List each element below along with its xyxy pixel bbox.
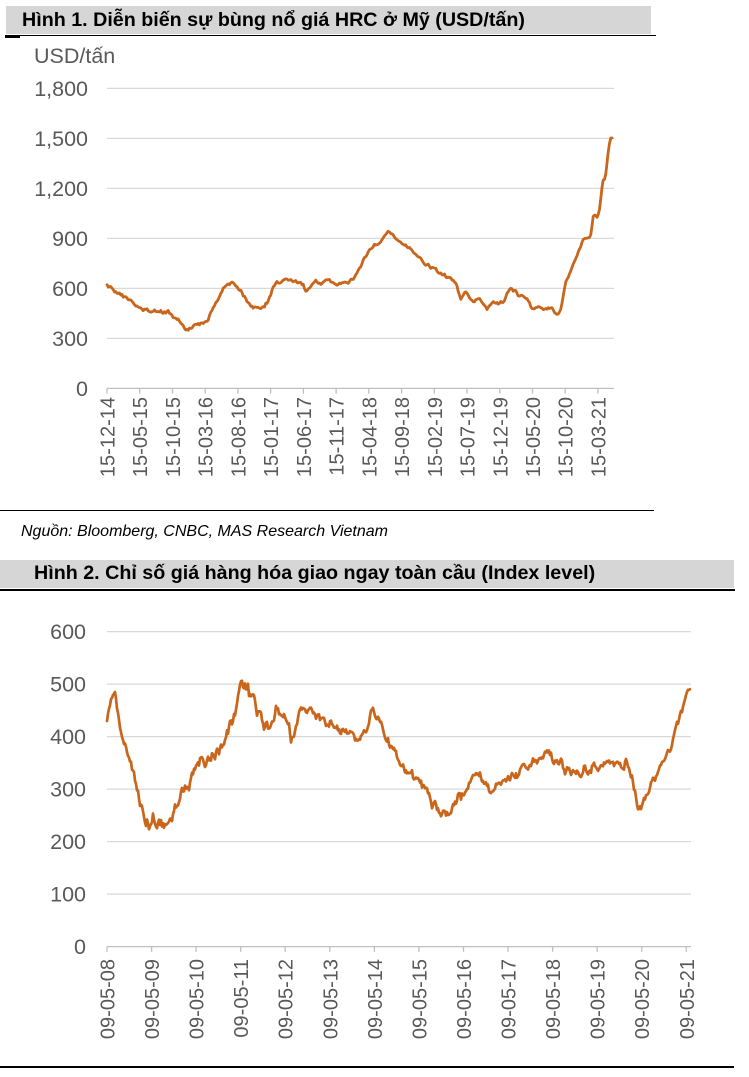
svg-text:15-09-18: 15-09-18 <box>392 397 414 477</box>
svg-text:15-03-16: 15-03-16 <box>196 397 218 477</box>
svg-text:400: 400 <box>50 725 86 749</box>
svg-text:300: 300 <box>52 327 88 351</box>
svg-text:09-05-16: 09-05-16 <box>454 959 476 1039</box>
svg-text:200: 200 <box>50 830 86 854</box>
svg-text:09-05-18: 09-05-18 <box>543 959 565 1039</box>
svg-text:15-05-20: 15-05-20 <box>523 397 545 477</box>
svg-text:09-05-19: 09-05-19 <box>588 959 610 1039</box>
svg-text:09-05-12: 09-05-12 <box>276 959 298 1039</box>
svg-text:09-05-10: 09-05-10 <box>187 959 209 1039</box>
svg-text:USD/tấn: USD/tấn <box>34 44 115 68</box>
svg-text:15-10-20: 15-10-20 <box>556 397 578 477</box>
svg-text:15-05-15: 15-05-15 <box>130 397 152 477</box>
svg-text:300: 300 <box>50 778 86 802</box>
svg-text:1,800: 1,800 <box>34 77 88 101</box>
svg-text:500: 500 <box>50 673 86 697</box>
svg-text:09-05-20: 09-05-20 <box>632 959 654 1039</box>
svg-text:15-07-19: 15-07-19 <box>458 397 480 477</box>
svg-text:15-03-21: 15-03-21 <box>588 397 610 477</box>
svg-text:09-05-17: 09-05-17 <box>499 959 521 1039</box>
svg-text:15-10-15: 15-10-15 <box>163 397 185 477</box>
svg-text:15-12-14: 15-12-14 <box>98 397 120 477</box>
svg-text:0: 0 <box>74 935 86 959</box>
svg-text:1,200: 1,200 <box>34 177 88 201</box>
svg-text:15-08-16: 15-08-16 <box>228 397 250 477</box>
svg-text:15-04-18: 15-04-18 <box>359 397 381 477</box>
svg-text:09-05-08: 09-05-08 <box>98 959 120 1039</box>
svg-text:15-11-17: 15-11-17 <box>327 397 349 476</box>
svg-text:09-05-11: 09-05-11 <box>231 959 253 1038</box>
svg-text:09-05-09: 09-05-09 <box>142 959 164 1039</box>
svg-text:100: 100 <box>50 883 86 907</box>
svg-text:600: 600 <box>50 620 86 644</box>
svg-text:600: 600 <box>52 277 88 301</box>
svg-text:09-05-21: 09-05-21 <box>677 959 699 1039</box>
svg-text:1,500: 1,500 <box>34 127 88 151</box>
svg-text:0: 0 <box>76 377 88 401</box>
svg-text:15-01-17: 15-01-17 <box>261 397 283 477</box>
svg-text:15-12-19: 15-12-19 <box>490 397 512 477</box>
svg-text:900: 900 <box>52 227 88 251</box>
svg-text:09-05-13: 09-05-13 <box>320 959 342 1039</box>
svg-text:15-02-19: 15-02-19 <box>425 397 447 477</box>
svg-text:09-05-14: 09-05-14 <box>365 959 387 1039</box>
svg-text:09-05-15: 09-05-15 <box>409 959 431 1039</box>
svg-text:15-06-17: 15-06-17 <box>294 397 316 477</box>
